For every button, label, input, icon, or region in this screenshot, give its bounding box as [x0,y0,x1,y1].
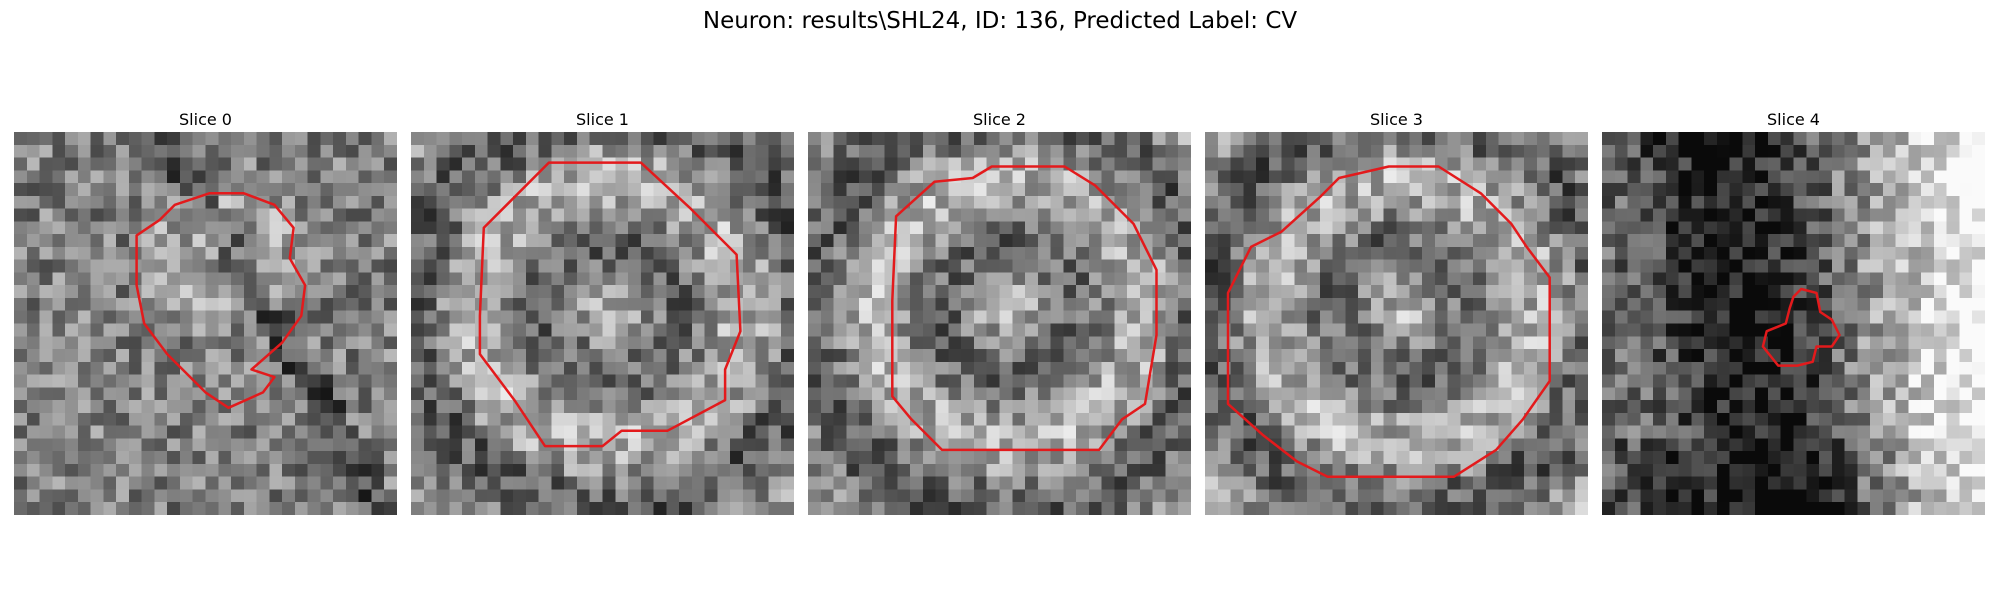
slice-image-3 [1205,132,1588,515]
slice-title-2: Slice 2 [973,110,1026,129]
slice-image-2 [808,132,1191,515]
figure-title: Neuron: results\SHL24, ID: 136, Predicte… [702,8,1298,34]
slice-image-1 [411,132,794,515]
slice-pixels [411,132,794,515]
slice-panel-3: Slice 3 [1205,108,1588,515]
slice-title-3: Slice 3 [1370,110,1423,129]
slice-panel-4: Slice 4 [1602,108,1985,515]
slice-title-4: Slice 4 [1767,110,1820,129]
neuron-contour [1761,287,1841,367]
slice-image-4 [1602,132,1985,515]
slice-image-0 [14,132,397,515]
slice-panel-1: Slice 1 [411,108,794,515]
slice-panel-2: Slice 2 [808,108,1191,515]
slice-title-1: Slice 1 [576,110,629,129]
slice-pixels [808,132,1191,515]
neuron-contour [1226,165,1551,478]
neuron-contour [891,165,1158,452]
slice-title-0: Slice 0 [179,110,232,129]
slice-pixels [1205,132,1588,515]
slice-pixels [1602,132,1985,515]
slice-pixels [14,132,397,515]
slice-panel-0: Slice 0 [14,108,397,515]
neuron-contour [135,192,307,410]
neuron-contour [478,161,742,448]
